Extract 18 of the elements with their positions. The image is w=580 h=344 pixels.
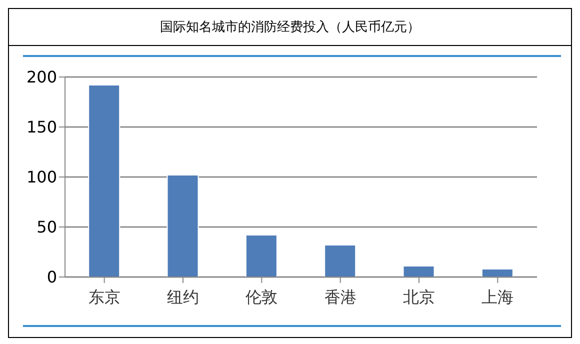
x-tick-label: 北京 <box>403 287 435 306</box>
bar <box>402 266 435 277</box>
bar <box>324 244 356 277</box>
y-tick-label: 50 <box>36 218 57 237</box>
x-tick-label: 东京 <box>88 287 120 306</box>
bar <box>481 268 514 277</box>
y-tick-label: 100 <box>26 168 57 187</box>
bar <box>88 84 120 277</box>
x-tick-label: 香港 <box>324 287 356 306</box>
x-tick-label: 纽约 <box>167 287 199 306</box>
y-tick-label: 0 <box>46 268 57 287</box>
chart-title: 国际知名城市的消防经费投入（人民币亿元） <box>9 9 571 46</box>
x-tick-label: 上海 <box>482 287 514 306</box>
y-tick-label: 200 <box>26 68 57 87</box>
y-tick-label: 150 <box>26 118 57 137</box>
x-tick-label: 伦敦 <box>246 287 278 306</box>
bar <box>166 174 199 277</box>
bar <box>245 234 278 277</box>
